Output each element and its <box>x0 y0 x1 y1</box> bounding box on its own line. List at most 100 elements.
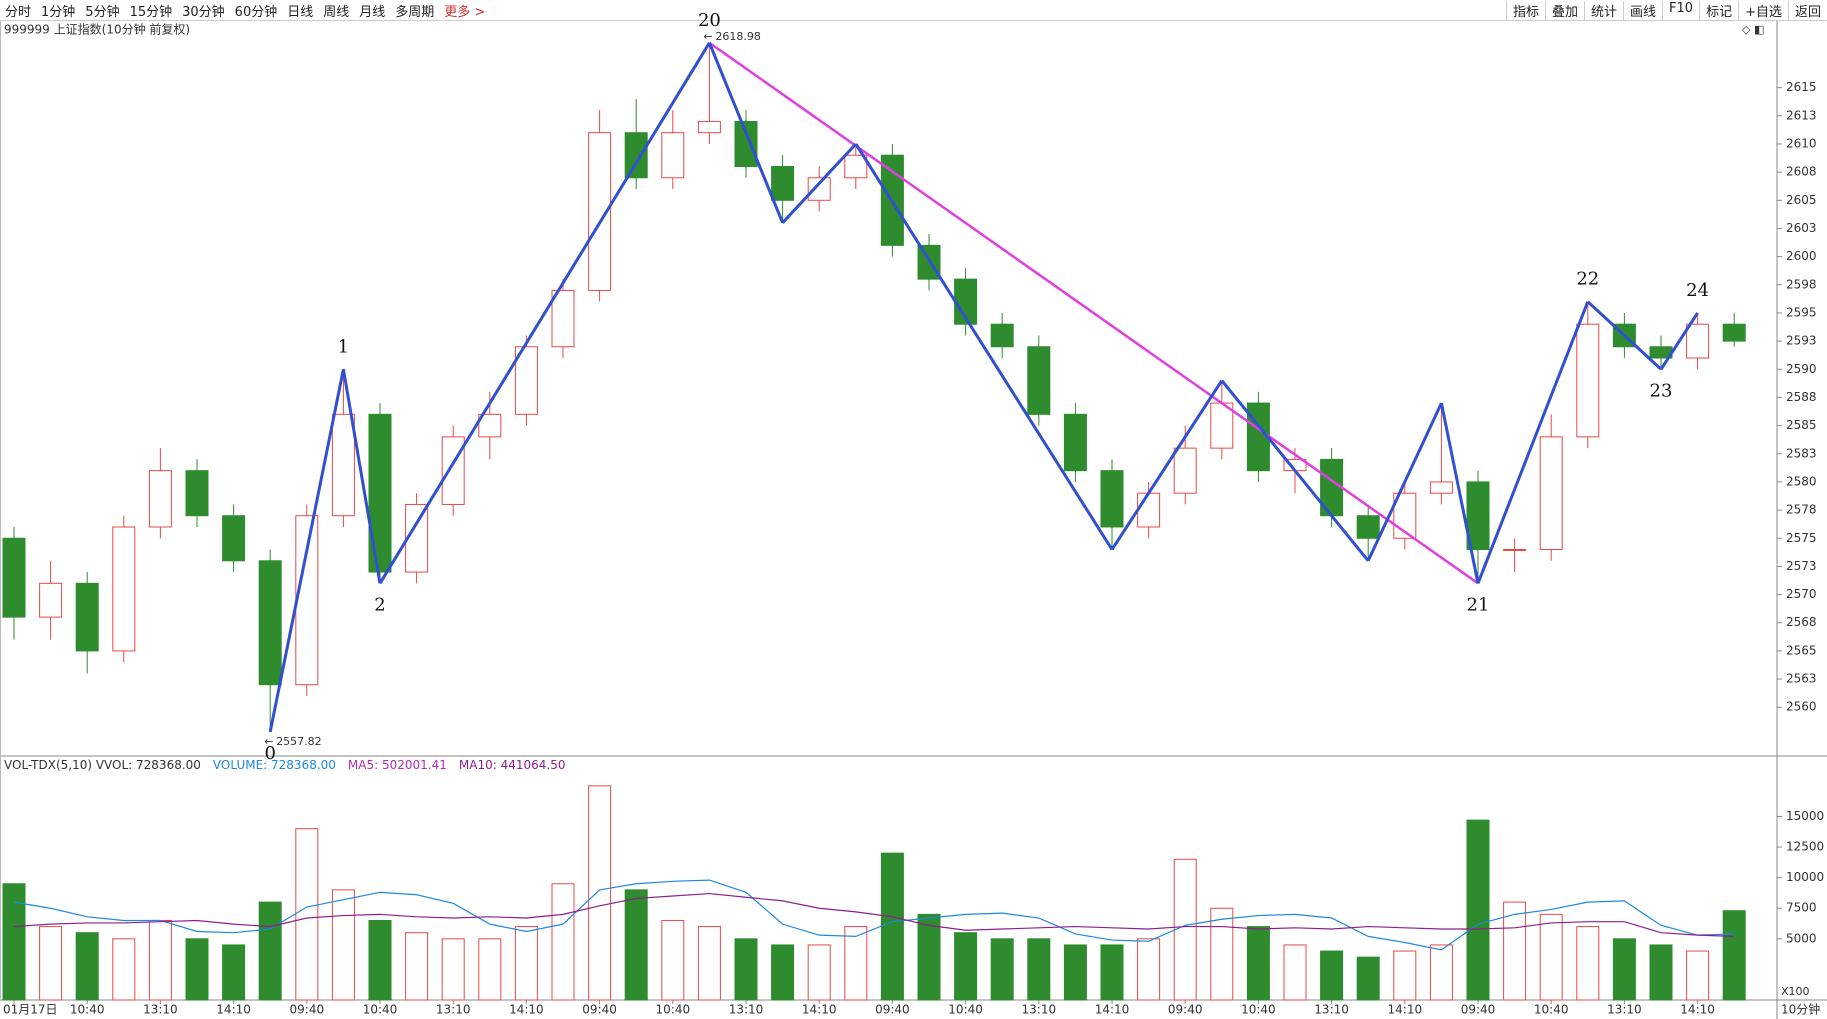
volume-bar <box>39 926 63 1001</box>
wave-label: 21 <box>1467 594 1490 615</box>
candle-body <box>551 289 575 348</box>
volume-bar <box>331 889 355 1001</box>
x-tick-label: 09:40 <box>290 1003 325 1017</box>
wave-line <box>1366 402 1443 562</box>
tool-button[interactable]: 指标 <box>1505 0 1545 20</box>
y-tick-label: 2575 <box>1786 531 1817 545</box>
volume-bar <box>441 938 465 1001</box>
candle-body <box>1100 470 1124 528</box>
ma-line <box>13 879 1735 951</box>
y-tick-label: 7500 <box>1786 901 1817 915</box>
ma-line <box>13 892 1735 937</box>
period-button[interactable]: 1分钟 <box>41 4 76 20</box>
volume-bar <box>990 938 1014 1001</box>
x-tick-label: 10:40 <box>70 1003 105 1017</box>
y-tick-label: 2578 <box>1786 503 1817 517</box>
x-tick-label: 10:40 <box>1534 1003 1569 1017</box>
volume-bar <box>954 932 978 1001</box>
volume-bar <box>405 932 429 1001</box>
period-button[interactable]: 5分钟 <box>85 4 120 20</box>
x-tick-label: 10:40 <box>948 1003 983 1017</box>
candle-body <box>514 346 538 415</box>
y-tick-label: 2615 <box>1786 80 1817 94</box>
y-tick-label: 2588 <box>1786 390 1817 404</box>
volume-bar <box>1210 907 1234 1001</box>
volume-header-item: MA5: 502001.41 <box>348 758 447 772</box>
tool-button[interactable]: 画线 <box>1623 0 1662 20</box>
period-button[interactable]: 日线 <box>287 4 314 20</box>
extreme-label: 2618.98 <box>715 30 761 43</box>
y-tick-label: 2595 <box>1786 305 1817 319</box>
volume-bar <box>112 938 136 1001</box>
wave-label: 20 <box>698 10 721 31</box>
y-tick-label: 2603 <box>1786 221 1817 235</box>
wave-line <box>854 143 1114 551</box>
volume-bar <box>771 944 795 1001</box>
y-tick-label: 5000 <box>1786 931 1817 945</box>
tool-button[interactable]: F10 <box>1662 0 1699 20</box>
x-tick-label: 14:10 <box>1388 1003 1423 1017</box>
wave-label: 2 <box>374 594 385 615</box>
x-tick-label: 09:40 <box>1168 1003 1203 1017</box>
y-tick-label: 2583 <box>1786 446 1817 460</box>
volume-bar <box>1173 858 1197 1001</box>
tool-button[interactable]: 统计 <box>1584 0 1623 20</box>
tool-button[interactable]: 叠加 <box>1544 0 1584 20</box>
candle-body <box>661 132 685 179</box>
volume-bar <box>1393 950 1417 1001</box>
volume-unit: X100 <box>1781 985 1810 998</box>
tool-button[interactable]: +自选 <box>1738 0 1788 20</box>
candle-body <box>1503 549 1527 552</box>
period-button[interactable]: 分时 <box>5 4 32 20</box>
volume-bar <box>75 932 99 1001</box>
volume-bar <box>1320 950 1344 1001</box>
wave-label: 23 <box>1650 380 1673 401</box>
candle-body <box>222 515 246 562</box>
volume-bar <box>1539 913 1563 1001</box>
x-tick-label: 14:10 <box>1680 1003 1715 1017</box>
volume-header-item: VOL-TDX(5,10) VVOL: 728368.00 <box>4 758 201 772</box>
volume-bar <box>148 919 172 1001</box>
candle-body <box>844 154 868 179</box>
volume-bar <box>844 926 868 1001</box>
tool-button[interactable]: 标记 <box>1699 0 1738 20</box>
candle-body <box>185 470 209 517</box>
x-tick-label: 01月17日 <box>3 1003 58 1017</box>
candle-body <box>2 537 26 618</box>
candle-body <box>1027 346 1051 415</box>
period-button[interactable]: 多周期 <box>395 4 435 20</box>
period-button[interactable]: 月线 <box>359 4 386 20</box>
wave-line <box>1439 402 1480 584</box>
wave-line <box>1110 379 1224 551</box>
x-tick-label: 09:40 <box>875 1003 910 1017</box>
candle-body <box>1466 481 1490 551</box>
candle-body <box>588 132 612 291</box>
wave-line <box>1586 300 1663 371</box>
x-tick-label: 09:40 <box>1461 1003 1496 1017</box>
y-tick-label: 10000 <box>1786 870 1824 884</box>
volume-header: VOL-TDX(5,10) VVOL: 728368.00 VOLUME: 728… <box>4 758 565 772</box>
wave-line <box>1476 301 1590 584</box>
volume-bar <box>1466 819 1490 1001</box>
trend-line <box>708 41 1479 585</box>
y-tick-label: 2593 <box>1786 334 1817 348</box>
wave-label: 22 <box>1576 269 1599 290</box>
candle-body <box>1576 323 1600 438</box>
volume-bar <box>1429 944 1453 1001</box>
tool-button[interactable]: 返回 <box>1787 0 1827 20</box>
y-tick-label: 2560 <box>1786 700 1817 714</box>
volume-bar <box>807 944 831 1001</box>
y-tick-label: 2563 <box>1786 672 1817 686</box>
wave-line <box>268 368 345 733</box>
volume-bar <box>734 938 758 1001</box>
volume-header-item: MA10: 441064.50 <box>459 758 566 772</box>
period-button[interactable]: 30分钟 <box>182 4 225 20</box>
period-button[interactable]: 周线 <box>323 4 350 20</box>
period-button[interactable]: 60分钟 <box>234 4 278 20</box>
more-button[interactable]: 更多 > <box>444 4 486 20</box>
period-button[interactable]: 15分钟 <box>129 4 173 20</box>
toolbar: 分时 1分钟 5分钟 15分钟 30分钟 60分钟 日线 周线 月线 多周期 更多 > 指标 叠加 统计画… <box>0 0 1827 21</box>
volume-bar <box>1612 938 1636 1001</box>
